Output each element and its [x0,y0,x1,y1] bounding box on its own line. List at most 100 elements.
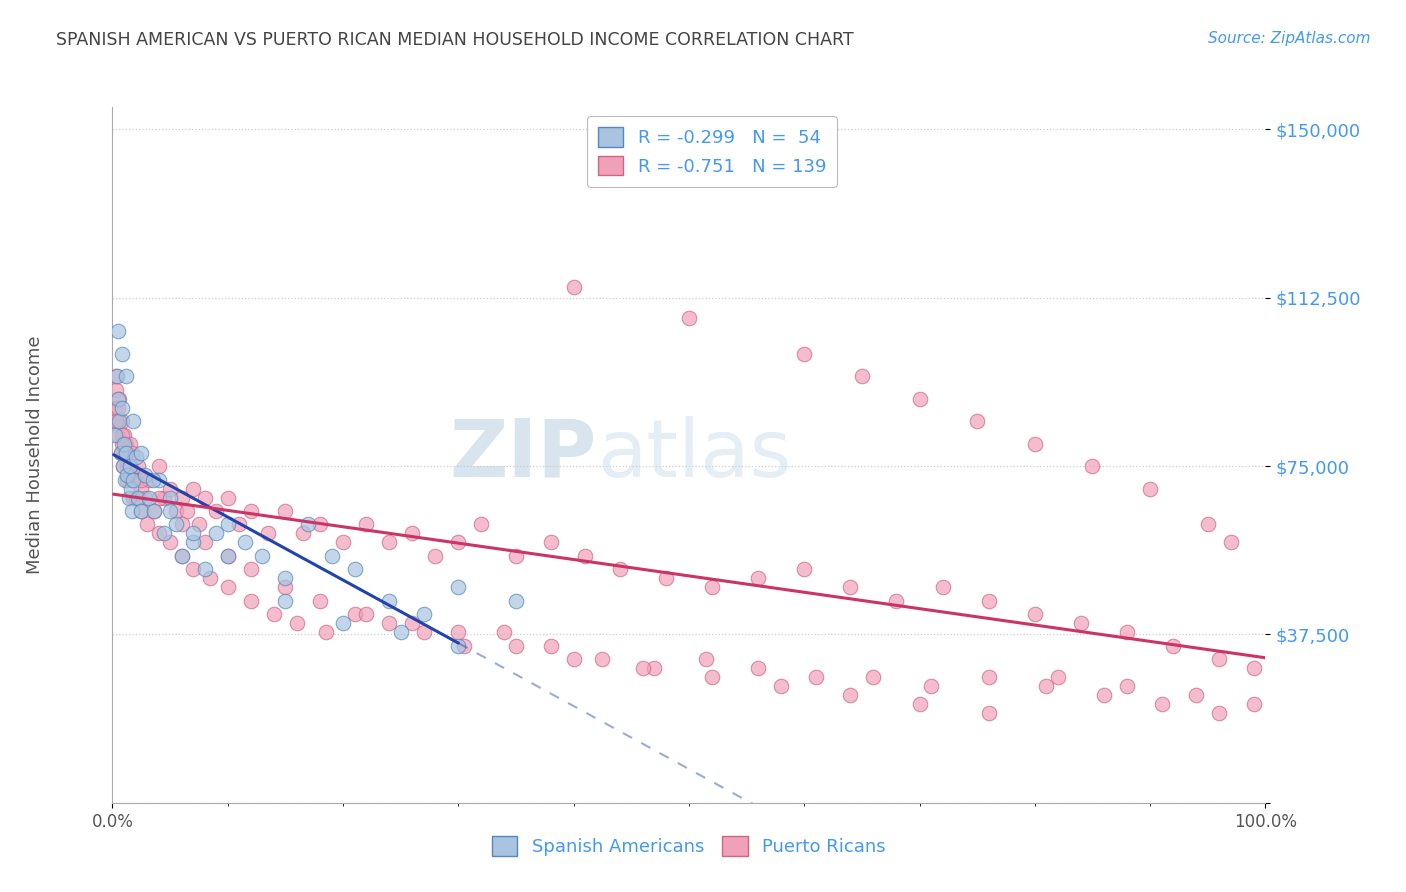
Point [966,414,988,428]
Point [217,517,239,532]
Point [110,445,132,459]
Point [136,517,159,532]
Point [354,607,377,622]
Point [332,616,354,631]
Point [1116,625,1139,640]
Point [138,491,160,505]
Point [129,482,153,496]
Point [309,517,332,532]
Point [770,679,793,693]
Point [1150,697,1173,711]
Point [920,679,942,693]
Point [908,392,931,406]
Point [886,594,908,608]
Point [181,526,204,541]
Point [609,562,631,576]
Point [1139,482,1161,496]
Point [117,468,139,483]
Text: SPANISH AMERICAN VS PUERTO RICAN MEDIAN HOUSEHOLD INCOME CORRELATION CHART: SPANISH AMERICAN VS PUERTO RICAN MEDIAN … [56,31,853,49]
Point [114,445,136,459]
Point [117,473,139,487]
Point [1219,535,1241,549]
Point [108,392,131,406]
Point [187,517,211,532]
Point [104,401,127,415]
Point [200,571,222,585]
Point [205,504,228,518]
Point [176,504,198,518]
Point [425,549,447,563]
Point [1024,436,1046,450]
Point [389,625,412,640]
Point [862,670,884,684]
Point [1161,639,1184,653]
Point [194,562,217,576]
Point [297,517,319,532]
Point [1185,688,1208,702]
Point [148,491,170,505]
Point [343,562,366,576]
Point [153,526,176,541]
Point [159,491,181,505]
Point [115,445,138,459]
Point [107,427,129,442]
Point [591,652,613,666]
Point [315,625,337,640]
Point [170,517,193,532]
Point [274,594,297,608]
Point [631,661,654,675]
Point [104,383,127,397]
Point [111,401,134,415]
Point [120,482,142,496]
Point [217,549,239,563]
Point [122,473,145,487]
Point [378,616,401,631]
Point [127,459,149,474]
Point [401,616,423,631]
Point [285,616,308,631]
Point [107,325,129,339]
Point [124,491,146,505]
Point [107,392,129,406]
Point [747,661,769,675]
Point [839,580,862,594]
Point [143,504,166,518]
Point [447,625,470,640]
Point [562,279,585,293]
Point [121,504,143,518]
Point [120,473,142,487]
Point [153,491,176,505]
Point [1092,688,1115,702]
Point [217,549,239,563]
Point [107,401,129,415]
Point [129,473,153,487]
Point [1070,616,1092,631]
Point [112,436,135,450]
Point [124,473,146,487]
Point [977,594,1000,608]
Point [138,473,160,487]
Point [148,526,170,541]
Point [159,504,181,518]
Point [122,414,145,428]
Point [494,625,516,640]
Point [574,549,596,563]
Point [252,549,274,563]
Point [257,526,280,541]
Point [412,607,434,622]
Point [309,594,332,608]
Point [793,347,815,361]
Point [505,549,527,563]
Point [170,549,193,563]
Point [1243,697,1265,711]
Point [274,571,297,585]
Point [105,414,128,428]
Point [124,450,146,465]
Point [453,639,475,653]
Point [1024,607,1046,622]
Point [111,427,134,442]
Text: Median Household Income: Median Household Income [27,335,44,574]
Point [1208,652,1230,666]
Point [447,639,470,653]
Point [274,580,297,594]
